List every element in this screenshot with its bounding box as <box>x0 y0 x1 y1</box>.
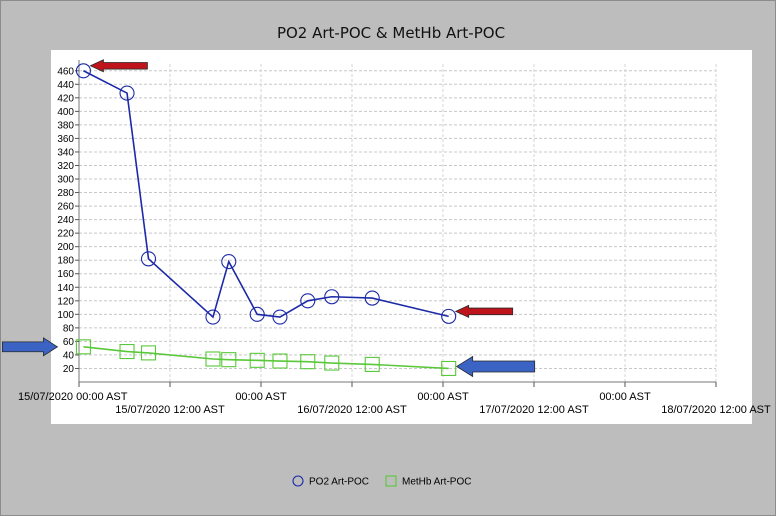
data-point-methb <box>140 345 157 361</box>
y-tick-label: 40 <box>63 350 75 361</box>
y-tick-label: 80 <box>63 323 75 334</box>
y-tick-label: 220 <box>57 229 74 240</box>
y-tick-label: 140 <box>57 283 74 294</box>
y-tick-label: 60 <box>63 337 75 348</box>
legend-marker-po2 <box>292 475 304 487</box>
y-tick-label: 240 <box>57 215 74 226</box>
data-point-po2 <box>441 308 457 324</box>
x-tick-label: 16/07/2020 12:00 AST <box>297 404 407 416</box>
x-tick-label: 00:00 AST <box>417 391 469 403</box>
y-tick-label: 380 <box>57 120 74 131</box>
data-point-methb <box>272 353 288 369</box>
legend-label-0: PO2 Art-POC <box>309 477 369 488</box>
legend-marker-methb <box>385 475 397 487</box>
y-axis-ticks: 20 40 60 80 100 120 140 160 180 200 220 240 260 280 30… <box>57 66 79 375</box>
data-point-po2 <box>272 309 288 325</box>
data-point-po2 <box>249 306 265 322</box>
grid-lines <box>78 64 717 382</box>
plot-background <box>51 50 752 424</box>
x-tick-label: 00:00 AST <box>235 391 287 403</box>
x-tick-label: 15/07/2020 12:00 AST <box>115 404 225 416</box>
y-tick-label: 280 <box>57 188 74 199</box>
y-tick-label: 320 <box>57 161 74 172</box>
series-markers <box>75 63 457 377</box>
data-point-po2 <box>221 254 237 270</box>
data-point-methb <box>324 355 340 371</box>
y-tick-label: 440 <box>57 80 74 91</box>
y-tick-label: 260 <box>57 202 74 213</box>
y-tick-label: 400 <box>57 107 74 118</box>
y-tick-label: 340 <box>57 147 74 158</box>
annotation-arrow <box>89 59 148 73</box>
data-point-methb <box>249 352 265 368</box>
legend-label-1: MetHb Art-POC <box>402 477 471 488</box>
data-point-po2 <box>75 63 91 79</box>
y-tick-label: 420 <box>57 93 74 104</box>
data-point-po2 <box>364 290 380 306</box>
series-line-0 <box>83 70 449 319</box>
y-tick-label: 300 <box>57 175 74 186</box>
annotation-arrow <box>455 355 536 378</box>
data-point-methb <box>300 354 316 370</box>
data-point-methb <box>119 344 135 360</box>
x-tick-label: 17/07/2020 12:00 AST <box>479 404 589 416</box>
data-point-methb <box>75 339 91 355</box>
annotation-arrow <box>454 304 514 318</box>
data-point-methb <box>221 352 237 368</box>
annotation-arrow <box>2 337 59 357</box>
y-tick-label: 160 <box>57 269 74 280</box>
data-point-po2 <box>140 251 157 267</box>
y-tick-label: 20 <box>63 364 75 375</box>
data-point-methb <box>441 360 457 377</box>
data-point-methb <box>205 351 221 367</box>
x-tick-label: 18/07/2020 12:00 AST <box>661 404 771 416</box>
data-point-po2 <box>300 293 316 309</box>
y-tick-label: 120 <box>57 296 74 307</box>
x-tick-label: 00:00 AST <box>599 391 651 403</box>
data-point-methb <box>364 356 380 372</box>
legend: PO2 Art-POC MetHb Art-POC <box>292 475 471 488</box>
annotation-arrows <box>2 59 536 378</box>
y-tick-label: 360 <box>57 134 74 145</box>
chart-title: PO2 Art-POC & MetHb Art-POC <box>277 24 505 42</box>
data-point-po2 <box>324 289 340 305</box>
y-tick-label: 180 <box>57 256 74 267</box>
y-tick-label: 200 <box>57 242 74 253</box>
data-point-po2 <box>205 309 221 325</box>
y-tick-label: 100 <box>57 310 74 321</box>
x-tick-label: 15/07/2020 00:00 AST <box>18 391 128 403</box>
y-tick-label: 460 <box>57 66 74 77</box>
data-point-po2 <box>119 85 135 101</box>
